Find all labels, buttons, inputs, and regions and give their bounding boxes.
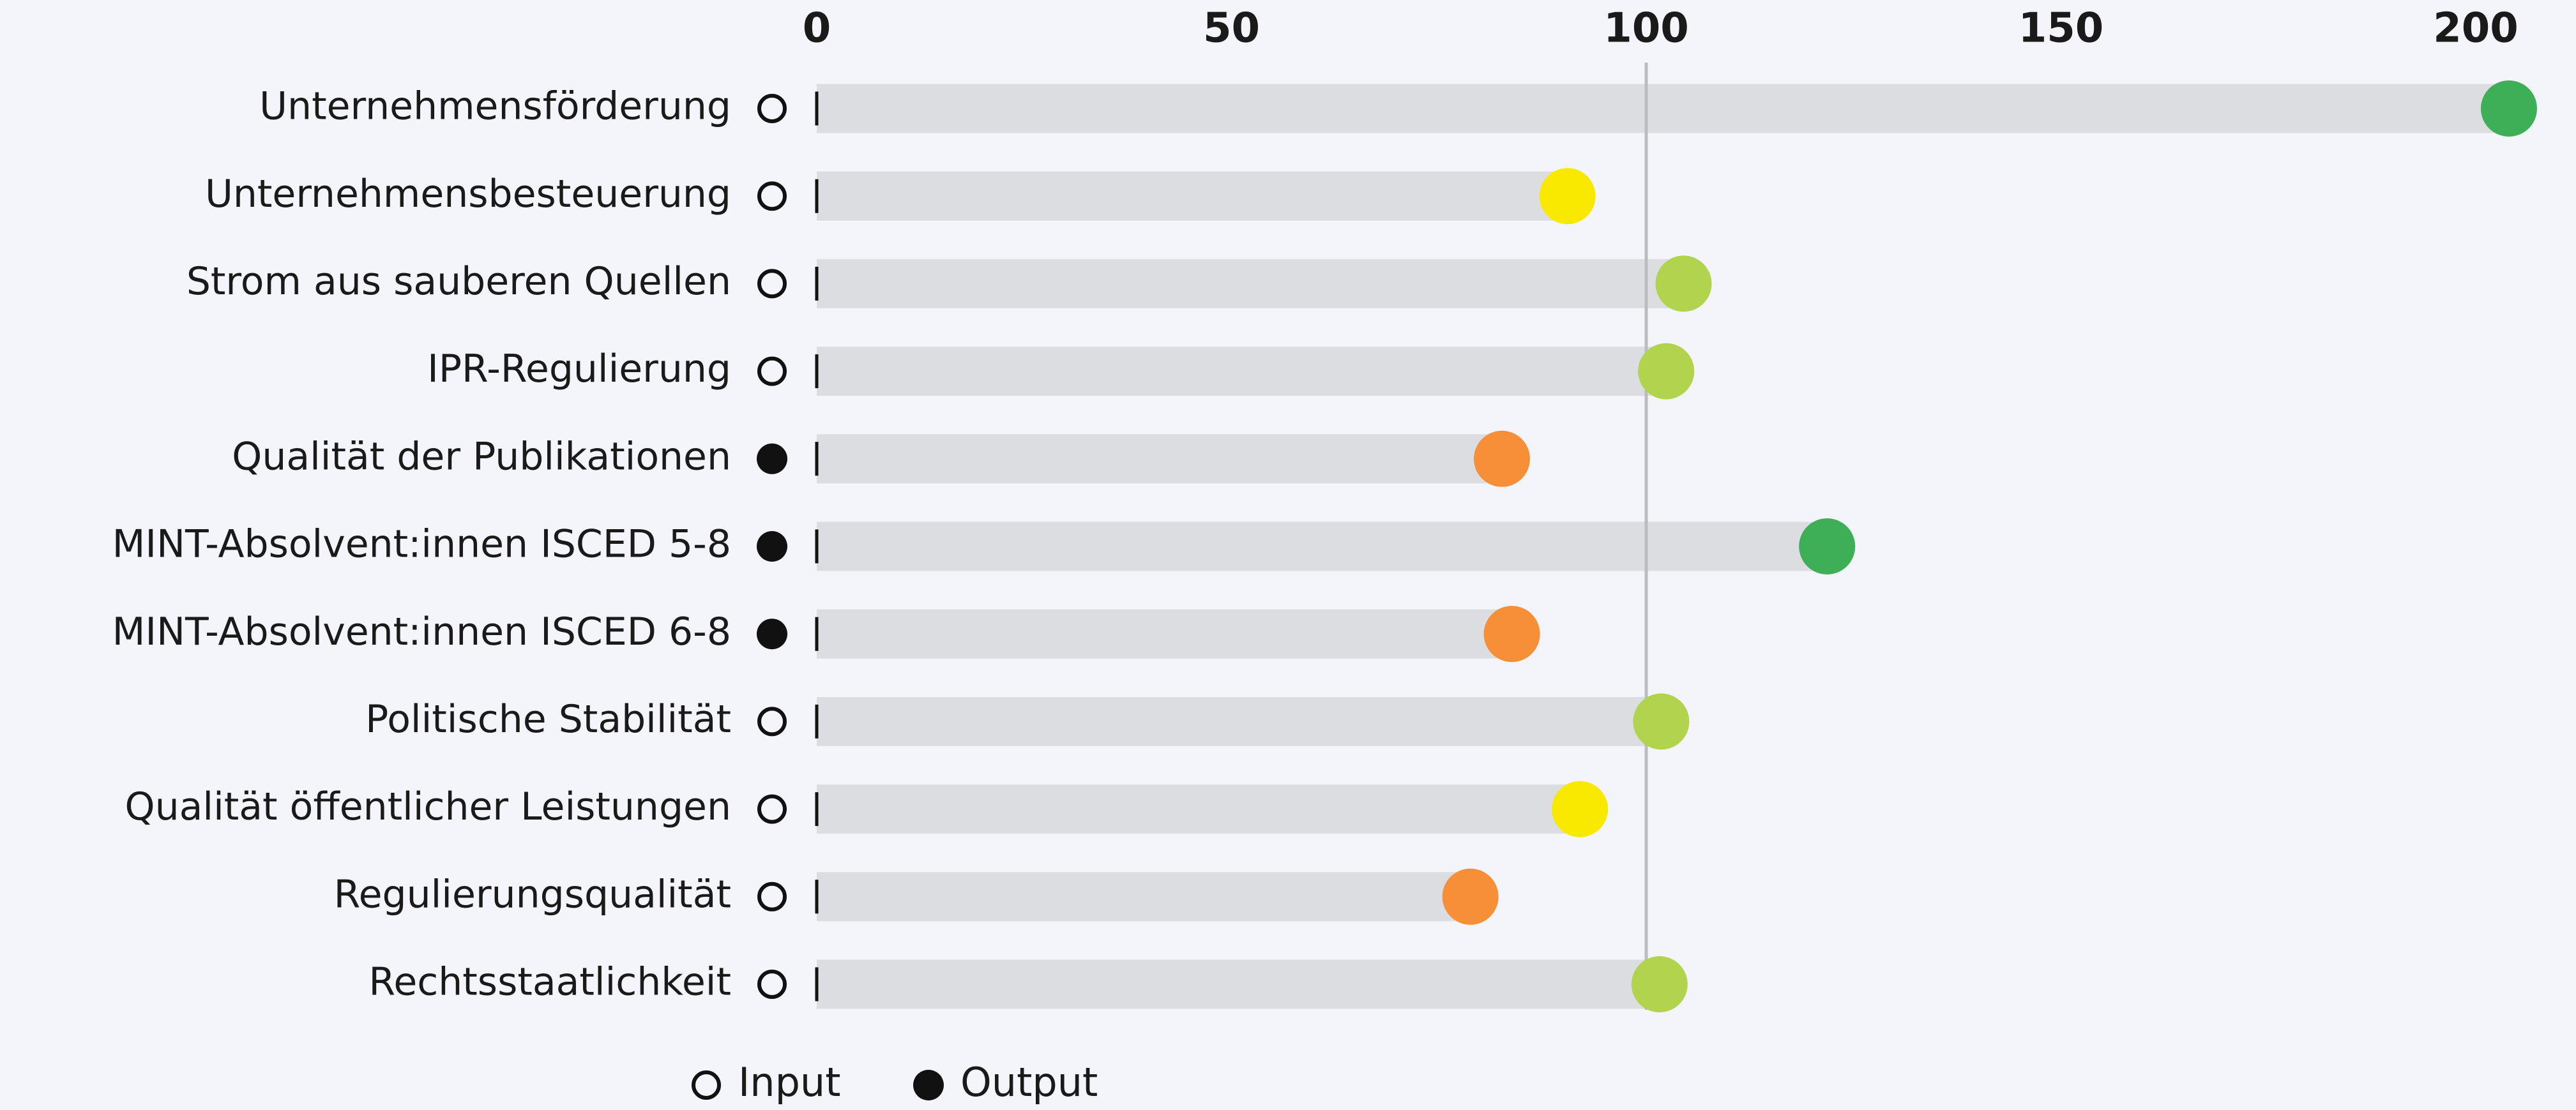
bar xyxy=(817,696,1662,746)
legend-marker xyxy=(913,1070,944,1100)
bar xyxy=(817,609,1512,659)
dot xyxy=(1483,606,1540,663)
x-tick-label: 150 xyxy=(2019,5,2104,52)
category-label: Strom aus sauberen Quellen xyxy=(186,259,731,304)
x-tick-label: 50 xyxy=(1203,5,1260,52)
dot xyxy=(2480,80,2537,137)
category-label: Qualität öffentlicher Leistungen xyxy=(125,784,731,829)
bar xyxy=(817,434,1502,484)
category-label: MINT-Absolvent:innen ISCED 5-8 xyxy=(112,522,731,567)
category-label: Qualität der Publikationen xyxy=(232,434,731,479)
category-label: IPR-Regulierung xyxy=(427,347,731,391)
dot xyxy=(1631,956,1688,1012)
bar xyxy=(817,959,1660,1009)
type-indicator xyxy=(757,970,787,999)
category-label: Regulierungsqualität xyxy=(334,872,731,917)
bar xyxy=(817,84,2509,133)
bar xyxy=(817,259,1684,308)
category-label: Unternehmensbesteuerung xyxy=(205,172,731,216)
category-label: Rechtsstaatlichkeit xyxy=(368,960,731,1005)
dot xyxy=(1799,518,1856,574)
bar xyxy=(817,872,1471,922)
category-label: Unternehmensförderung xyxy=(259,84,731,129)
type-indicator xyxy=(757,94,787,123)
dot xyxy=(1638,343,1695,400)
type-indicator xyxy=(757,794,787,824)
legend-marker xyxy=(692,1070,721,1100)
dot xyxy=(1539,168,1596,225)
dot xyxy=(1633,693,1690,750)
type-indicator xyxy=(757,531,787,562)
legend-label: Output xyxy=(960,1059,1098,1106)
x-tick-label: 100 xyxy=(1603,5,1689,52)
type-indicator xyxy=(757,881,787,911)
bar xyxy=(817,347,1667,396)
type-indicator xyxy=(757,619,787,650)
type-indicator xyxy=(757,356,787,386)
type-indicator xyxy=(757,443,787,474)
type-indicator xyxy=(757,269,787,299)
type-indicator xyxy=(757,181,787,211)
type-indicator xyxy=(757,707,787,737)
bar xyxy=(817,784,1580,834)
x-tick-label: 0 xyxy=(803,5,831,52)
dot xyxy=(1655,255,1712,312)
category-label: MINT-Absolvent:innen ISCED 6-8 xyxy=(112,610,731,654)
x-tick-label: 200 xyxy=(2433,5,2519,52)
category-label: Politische Stabilität xyxy=(365,697,731,742)
legend-label: Input xyxy=(738,1059,841,1106)
dot xyxy=(1473,430,1530,487)
bar xyxy=(817,521,1828,571)
dot xyxy=(1442,868,1499,925)
bar xyxy=(817,171,1568,221)
dot xyxy=(1552,781,1609,837)
